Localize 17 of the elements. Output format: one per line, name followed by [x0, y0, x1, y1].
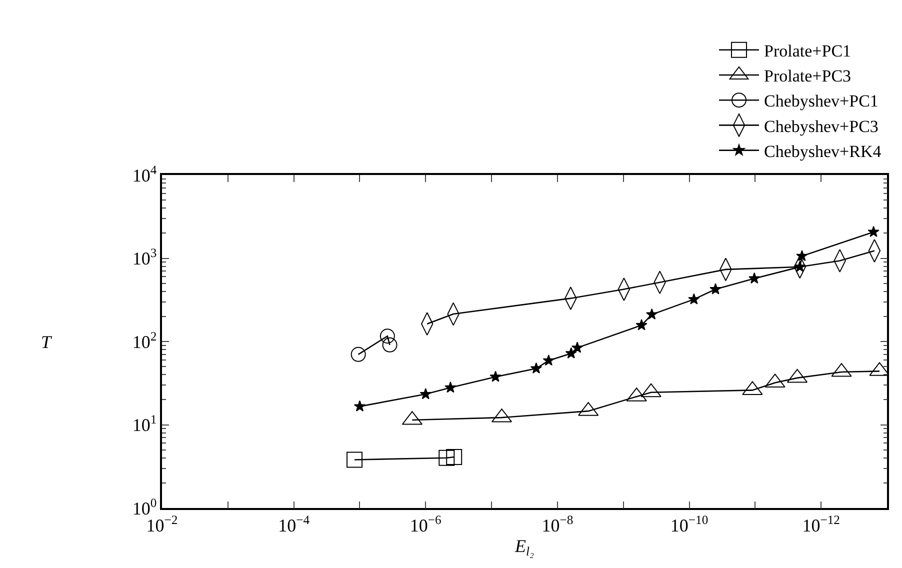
y-tick-label: 10$^{3}$: [132, 246, 157, 269]
x-tick-label: 10$^{−10}$: [670, 512, 708, 536]
y-tick-label: 10$^{1}$: [132, 412, 157, 436]
x-tick-label: 10$^{−4}$: [278, 512, 310, 536]
x-axis-title: E$_{l₂}$: [514, 536, 535, 559]
x-tick-label: 10$^{−8}$: [542, 512, 574, 536]
y-tick-label: 10$^{4}$: [132, 162, 158, 186]
y-tick-label: 10$^{0}$: [132, 496, 157, 518]
x-tick-label: 10$^{−6}$: [410, 512, 442, 536]
legend-label: Chebyshev+PC1: [764, 92, 878, 111]
y-tick-label: 10$^{2}$: [132, 329, 157, 352]
legend-label: Prolate+PC1: [764, 42, 852, 61]
legend-label: Chebyshev+PC3: [764, 116, 878, 136]
legend-label: Chebyshev+RK4: [764, 142, 882, 161]
y-axis-title: T: [41, 332, 53, 352]
legend-label: Prolate+PC3: [764, 66, 852, 86]
x-tick-label: 10$^{−12}$: [802, 512, 840, 536]
